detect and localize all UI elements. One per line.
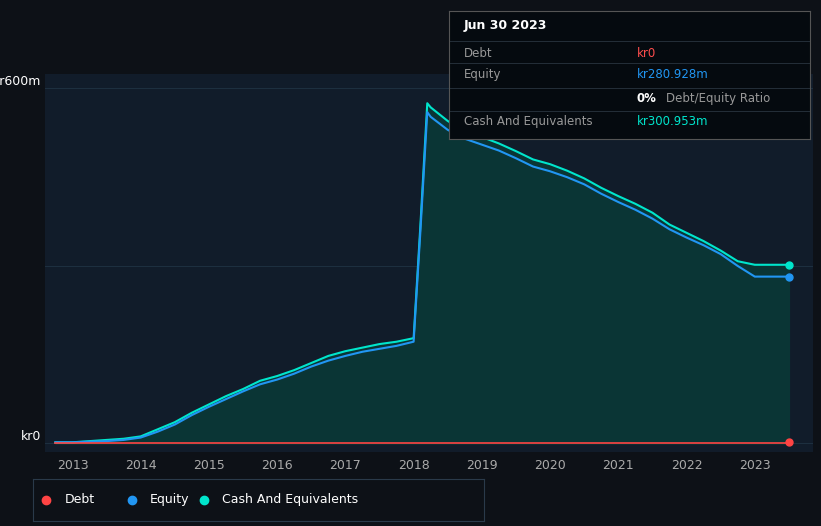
Text: kr0: kr0	[637, 46, 656, 59]
Text: Equity: Equity	[150, 493, 190, 506]
Text: kr300.953m: kr300.953m	[637, 115, 709, 128]
Text: kr600m: kr600m	[0, 75, 41, 88]
Text: Debt/Equity Ratio: Debt/Equity Ratio	[666, 92, 770, 105]
Text: Cash And Equivalents: Cash And Equivalents	[464, 115, 592, 128]
Text: Debt: Debt	[464, 46, 492, 59]
Text: Equity: Equity	[464, 68, 501, 82]
Text: kr0: kr0	[21, 430, 41, 443]
Text: kr280.928m: kr280.928m	[637, 68, 709, 82]
Text: 0%: 0%	[637, 92, 657, 105]
Text: Cash And Equivalents: Cash And Equivalents	[222, 493, 359, 506]
Text: Jun 30 2023: Jun 30 2023	[464, 19, 547, 33]
Text: Debt: Debt	[65, 493, 94, 506]
